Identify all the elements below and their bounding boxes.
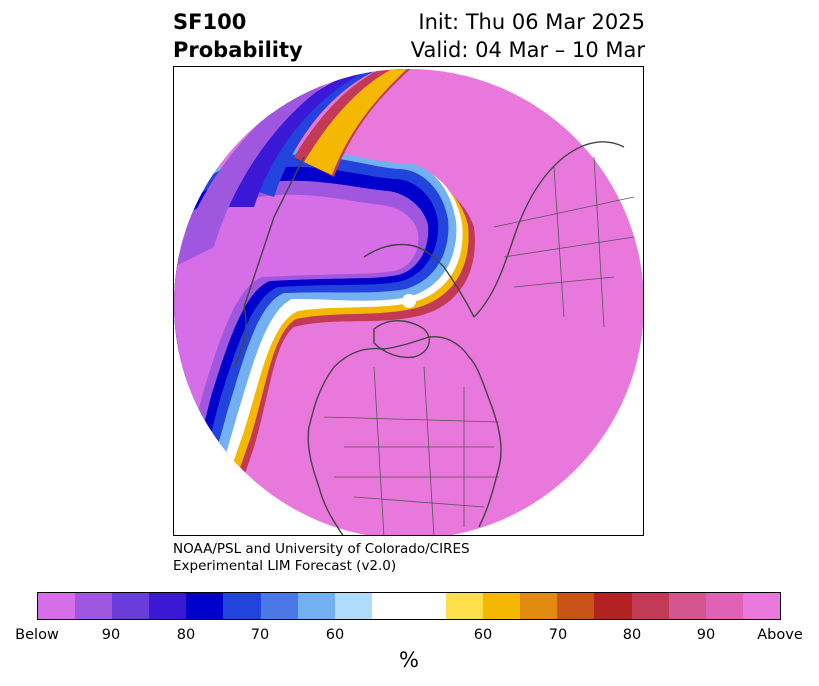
tick-70-below: 70	[250, 627, 270, 643]
tick-90-above: 90	[696, 627, 716, 643]
colorbar-segment	[223, 593, 261, 619]
colorbar-segment	[297, 593, 335, 619]
west-flank-navy	[214, 69, 370, 207]
tick-60-above: 60	[473, 627, 493, 643]
title-block-left: SF100 Probability	[173, 8, 303, 64]
colorbar-segment	[149, 593, 187, 619]
colorbar-segment	[446, 593, 484, 619]
colorbar-segment	[631, 593, 669, 619]
colorbar-segment	[742, 593, 780, 619]
colorbar-segment	[483, 593, 521, 619]
coastlines	[233, 141, 625, 535]
colorbar-segment	[260, 593, 298, 619]
valid-period: Valid: 04 Mar – 10 Mar	[410, 38, 645, 62]
north-tongue-yellow	[304, 69, 416, 175]
map-panel	[173, 66, 644, 536]
title-block-right: Init: Thu 06 Mar 2025 Valid: 04 Mar – 10…	[411, 8, 645, 64]
greenland-coast	[373, 320, 430, 359]
colorbar-segment	[371, 593, 409, 619]
borders	[323, 156, 635, 535]
colorbar-segment	[705, 593, 743, 619]
tick-80-below: 80	[176, 627, 196, 643]
north-america-coast	[307, 335, 502, 535]
credit-line-2: Experimental LIM Forecast (v2.0)	[173, 558, 397, 574]
colorbar-unit: %	[399, 648, 419, 672]
tick-60-below: 60	[325, 627, 345, 643]
colorbar-segment	[557, 593, 595, 619]
colorbar-segment	[334, 593, 372, 619]
variable-title: SF100	[173, 10, 247, 34]
west-flank-purple	[174, 73, 344, 267]
tick-below: Below	[15, 627, 59, 643]
tick-90-below: 90	[101, 627, 121, 643]
polar-map	[174, 69, 643, 535]
colorbar-segment	[112, 593, 150, 619]
west-trough-core	[174, 194, 419, 507]
probability-field	[174, 69, 643, 535]
tick-80-above: 80	[622, 627, 642, 643]
pole-dot	[402, 294, 416, 308]
eurasia-coast	[363, 141, 625, 318]
colorbar-segment	[186, 593, 224, 619]
colorbar-segment	[408, 593, 447, 619]
init-time: Init: Thu 06 Mar 2025	[418, 10, 645, 34]
colorbar-segment	[668, 593, 706, 619]
colorbar-segment	[75, 593, 113, 619]
credit-line-1: NOAA/PSL and University of Colorado/CIRE…	[173, 541, 470, 557]
east-asia-coast	[233, 156, 305, 368]
colorbar-segment	[594, 593, 632, 619]
tick-above: Above	[757, 627, 803, 643]
west-flank-blue	[244, 69, 384, 197]
colorbar	[37, 592, 781, 620]
colorbar-segment	[520, 593, 558, 619]
colorbar-segment	[38, 593, 76, 619]
tick-70-above: 70	[548, 627, 568, 643]
credit-text: NOAA/PSL and University of Colorado/CIRE…	[173, 541, 470, 575]
product-title: Probability	[173, 38, 303, 62]
